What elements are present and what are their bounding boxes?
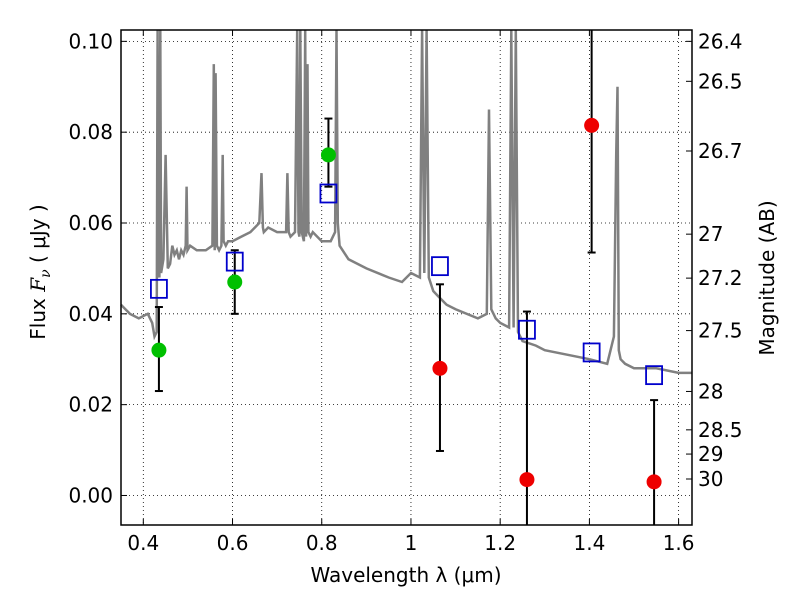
magnitude-tick-label: 29: [698, 442, 723, 466]
observed-flux-point: [432, 360, 448, 376]
magnitude-tick-label: 26.7: [698, 139, 743, 163]
y-axis-title-symbol: F: [26, 277, 50, 293]
y-axis-title-unit: ( μJy ): [26, 204, 50, 269]
y-tick-label: 0.02: [68, 393, 113, 417]
x-axis-title: Wavelength λ (μm): [310, 563, 501, 587]
model-flux-square: [319, 183, 338, 204]
magnitude-tick-label: 27.5: [698, 319, 743, 343]
y-axis-title-prefix: Flux: [26, 292, 50, 340]
x-tick-label: 1: [405, 531, 418, 555]
observed-flux-point: [151, 342, 167, 358]
observed-flux-point: [320, 147, 336, 163]
observed-points: [151, 117, 662, 490]
observed-flux-point: [646, 474, 662, 490]
magnitude-tick-label: 30: [698, 467, 723, 491]
y-axis-title-subscript: ν: [38, 269, 54, 278]
observed-flux-point: [584, 117, 600, 133]
magnitude-tick-label: 27: [698, 222, 723, 246]
y-tick-label: 0.00: [68, 483, 113, 507]
x-tick-label: 1.4: [573, 531, 605, 555]
model-flux-square: [518, 319, 536, 340]
spectrum-layer: [120, 29, 692, 375]
y-tick-label: 0.08: [68, 120, 113, 144]
y-axis-title: Flux Fν ( μJy ): [26, 204, 54, 339]
model-flux-square: [150, 278, 168, 299]
y-tick-label: 0.04: [68, 302, 113, 326]
model-flux-square: [225, 251, 244, 272]
observed-flux-point: [227, 274, 243, 290]
x-tick-label: 0.6: [217, 531, 249, 555]
magnitude-tick-label: 27.2: [698, 266, 743, 290]
magnitude-tick-label: 28.5: [698, 418, 743, 442]
observed-flux-point: [519, 472, 535, 488]
secondary-y-axis-title: Magnitude (AB): [755, 200, 779, 355]
x-tick-label: 1.6: [663, 531, 695, 555]
x-tick-label: 1.2: [484, 531, 516, 555]
magnitude-tick-label: 26.4: [698, 29, 743, 53]
magnitude-tick-label: 28: [698, 379, 723, 403]
model-band-squares: [150, 183, 663, 386]
grid-lines: [121, 30, 692, 525]
plot-frame: [120, 29, 693, 526]
x-tick-label: 0.4: [127, 531, 159, 555]
y-tick-label: 0.06: [68, 211, 113, 235]
magnitude-tick-label: 26.5: [698, 69, 743, 93]
model-flux-square: [645, 365, 663, 386]
model-spectrum-line: [120, 29, 692, 375]
model-flux-square: [582, 342, 601, 363]
x-tick-label: 0.8: [306, 531, 338, 555]
model-flux-square: [431, 256, 449, 277]
y-tick-label: 0.10: [68, 29, 113, 53]
axis-ticks: 0.4 0.6 0.8 1 1.2 1.4 1.6 0.00 0.02 0.04 0.06 0.08 0…: [68, 29, 742, 555]
